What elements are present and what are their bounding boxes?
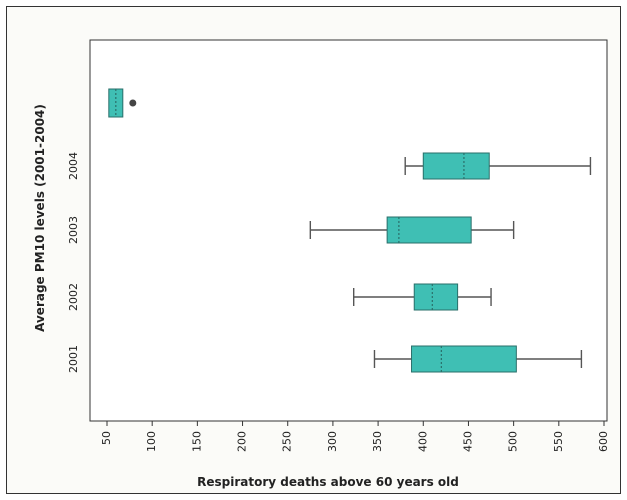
box-2004 [422,152,490,180]
y-axis-title: Average PM10 levels (2001-2004) [33,104,47,332]
box-group [108,88,592,373]
x-tick-label-600: 600 [597,431,610,452]
x-tick-label-50: 50 [100,431,113,445]
box-2003 [386,216,472,244]
y-tick-label-2004: 2004 [67,152,80,180]
x-tick-label-500: 500 [507,431,520,452]
box-2001 [411,345,517,373]
x-tick-label-150: 150 [190,431,203,452]
y-tick-label-2001: 2001 [67,345,80,373]
y-tick-group: 2001 2002 2003 2004 [67,152,80,373]
y-tick-label-2003: 2003 [67,216,80,244]
box-2002 [413,283,459,311]
outlier-unlabeled-0 [129,99,137,107]
x-axis-title: Respiratory deaths above 60 years old [197,475,459,489]
x-tick-label-250: 250 [281,431,294,452]
x-tick-label-550: 550 [552,431,565,452]
x-tick-label-350: 350 [371,431,384,452]
y-tick-label-2002: 2002 [67,283,80,311]
x-tick-label-300: 300 [326,431,339,452]
x-tick-label-100: 100 [145,431,158,452]
x-tick-label-450: 450 [461,431,474,452]
x-tick-group: 50 100 150 200 250 300 350 400 450 500 550 600 [100,421,610,452]
x-tick-label-400: 400 [416,431,429,452]
x-tick-label-200: 200 [236,431,249,452]
